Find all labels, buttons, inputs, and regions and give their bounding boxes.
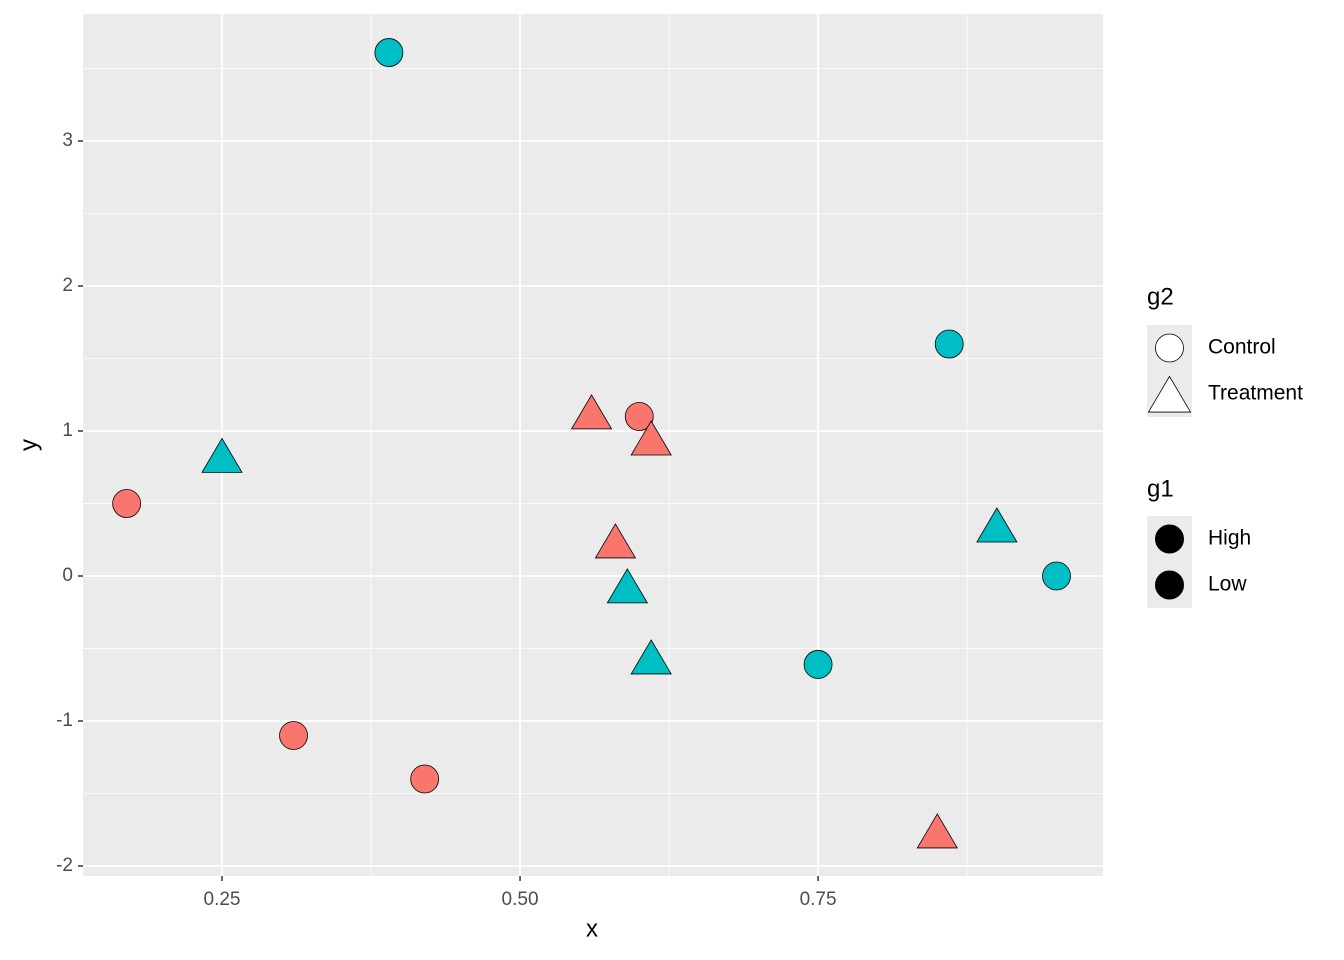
legend-label: Treatment xyxy=(1208,382,1303,405)
point xyxy=(606,568,649,604)
y-tick-label: 1 xyxy=(62,420,73,441)
point xyxy=(630,420,672,456)
legend-key xyxy=(1155,524,1184,554)
point xyxy=(201,437,243,473)
point xyxy=(916,813,958,849)
point xyxy=(112,489,142,518)
x-tick-label: 0.75 xyxy=(800,889,837,910)
legend-title: g2 xyxy=(1147,283,1174,310)
legend-title: g1 xyxy=(1147,475,1174,502)
point xyxy=(803,650,833,679)
point xyxy=(594,523,637,559)
x-tick-label: 0.25 xyxy=(204,889,241,910)
point xyxy=(934,329,964,359)
y-tick-label: 2 xyxy=(62,275,73,296)
point xyxy=(976,507,1018,543)
point xyxy=(279,721,308,750)
point xyxy=(1042,561,1071,591)
point xyxy=(570,394,613,430)
y-axis-title: y xyxy=(15,439,42,451)
y-tick-label: -1 xyxy=(56,710,73,731)
panel xyxy=(83,14,1103,876)
x-tick-label: 0.50 xyxy=(502,889,539,910)
legend-key xyxy=(1147,375,1192,413)
point xyxy=(374,38,404,67)
point xyxy=(624,402,654,431)
y-tick-label: 3 xyxy=(62,130,73,151)
y-tick-label: -2 xyxy=(56,855,73,876)
legend-label: Low xyxy=(1208,573,1247,596)
point xyxy=(410,764,440,794)
legend-key xyxy=(1155,570,1184,600)
legend-label: Control xyxy=(1208,336,1276,359)
legend-key xyxy=(1155,333,1184,363)
x-axis-title: x xyxy=(586,915,598,942)
legend-label: High xyxy=(1208,527,1251,550)
y-tick-label: 0 xyxy=(62,565,73,586)
point xyxy=(630,639,672,675)
